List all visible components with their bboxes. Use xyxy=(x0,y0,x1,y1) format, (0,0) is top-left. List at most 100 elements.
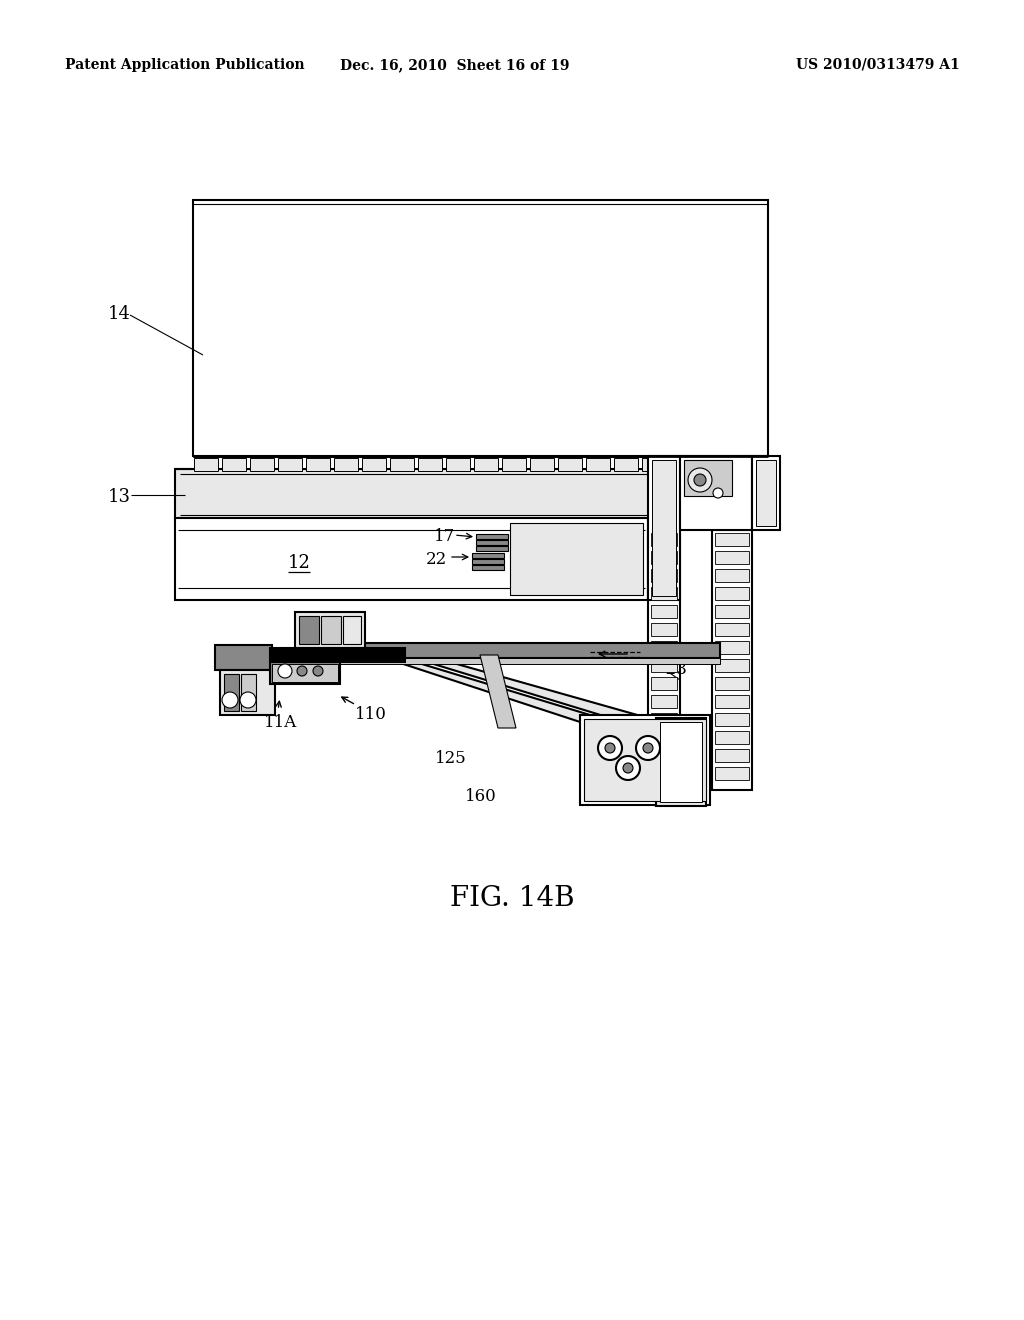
Text: 14: 14 xyxy=(108,305,131,323)
Bar xyxy=(310,643,720,657)
Bar xyxy=(651,677,677,690)
Text: 13: 13 xyxy=(108,488,131,506)
Text: 125: 125 xyxy=(435,750,467,767)
Bar xyxy=(648,531,680,789)
Circle shape xyxy=(688,469,712,492)
Bar xyxy=(652,459,676,597)
Bar xyxy=(278,458,302,471)
Bar xyxy=(476,540,508,545)
Bar xyxy=(715,659,749,672)
Bar xyxy=(270,663,340,684)
Bar xyxy=(715,748,749,762)
Bar xyxy=(474,458,498,471)
Text: Patent Application Publication: Patent Application Publication xyxy=(65,58,304,73)
Bar xyxy=(715,623,749,636)
Bar xyxy=(472,553,504,558)
Bar xyxy=(660,722,702,803)
Bar xyxy=(684,459,732,496)
Bar xyxy=(270,648,406,663)
Bar xyxy=(726,458,750,471)
Bar xyxy=(584,719,706,801)
Bar xyxy=(476,546,508,550)
Bar xyxy=(651,587,677,601)
Bar xyxy=(715,569,749,582)
Bar xyxy=(715,767,749,780)
Circle shape xyxy=(694,474,706,486)
Bar xyxy=(754,458,778,471)
Circle shape xyxy=(313,667,323,676)
Bar xyxy=(215,645,272,671)
Text: US 2010/0313479 A1: US 2010/0313479 A1 xyxy=(797,58,961,73)
Bar xyxy=(715,696,749,708)
Text: -23: -23 xyxy=(660,661,687,678)
Text: 110: 110 xyxy=(355,706,387,723)
Bar xyxy=(175,517,648,601)
Text: 12: 12 xyxy=(288,554,311,572)
Bar xyxy=(310,657,720,664)
Bar xyxy=(362,458,386,471)
Text: 17: 17 xyxy=(434,528,456,545)
Bar xyxy=(651,713,677,726)
Bar xyxy=(558,458,582,471)
Bar xyxy=(175,469,768,520)
Bar xyxy=(670,458,694,471)
Bar xyxy=(614,458,638,471)
Polygon shape xyxy=(480,655,516,729)
Bar xyxy=(472,565,504,570)
Bar xyxy=(715,642,749,653)
Circle shape xyxy=(240,692,256,708)
Bar xyxy=(651,642,677,653)
Bar xyxy=(418,458,442,471)
Bar xyxy=(194,458,218,471)
Bar xyxy=(752,455,780,531)
Bar xyxy=(715,731,749,744)
Text: - fold: - fold xyxy=(660,643,699,657)
Bar xyxy=(651,659,677,672)
Bar xyxy=(698,458,722,471)
Bar xyxy=(715,550,749,564)
Bar xyxy=(586,458,610,471)
Circle shape xyxy=(643,743,653,752)
Bar xyxy=(715,713,749,726)
Bar xyxy=(651,767,677,780)
Polygon shape xyxy=(368,644,648,723)
Text: 160: 160 xyxy=(465,788,497,805)
Bar xyxy=(642,458,666,471)
Text: 22: 22 xyxy=(426,550,447,568)
Circle shape xyxy=(636,737,660,760)
Bar xyxy=(580,715,710,805)
Bar xyxy=(306,458,330,471)
Bar xyxy=(222,458,246,471)
Bar xyxy=(651,696,677,708)
Bar xyxy=(651,623,677,636)
Text: 11A: 11A xyxy=(264,714,297,731)
Bar xyxy=(193,201,768,455)
Circle shape xyxy=(278,664,292,678)
Text: FIG. 14B: FIG. 14B xyxy=(450,884,574,912)
Circle shape xyxy=(605,743,615,752)
Circle shape xyxy=(598,737,622,760)
Bar xyxy=(390,458,414,471)
Bar xyxy=(712,531,752,789)
Bar xyxy=(715,587,749,601)
Circle shape xyxy=(222,692,238,708)
Bar xyxy=(651,569,677,582)
Bar xyxy=(220,671,275,715)
Bar xyxy=(651,605,677,618)
Bar xyxy=(321,616,341,644)
Bar xyxy=(651,550,677,564)
Circle shape xyxy=(616,756,640,780)
Circle shape xyxy=(623,763,633,774)
Bar xyxy=(224,675,239,711)
Bar xyxy=(656,718,706,807)
Bar xyxy=(502,458,526,471)
Bar xyxy=(651,731,677,744)
Bar xyxy=(715,533,749,546)
Bar xyxy=(715,605,749,618)
Bar xyxy=(446,458,470,471)
Bar xyxy=(680,455,752,531)
Bar xyxy=(472,558,504,564)
Bar xyxy=(299,616,319,644)
Bar xyxy=(510,523,643,595)
Bar xyxy=(250,458,274,471)
